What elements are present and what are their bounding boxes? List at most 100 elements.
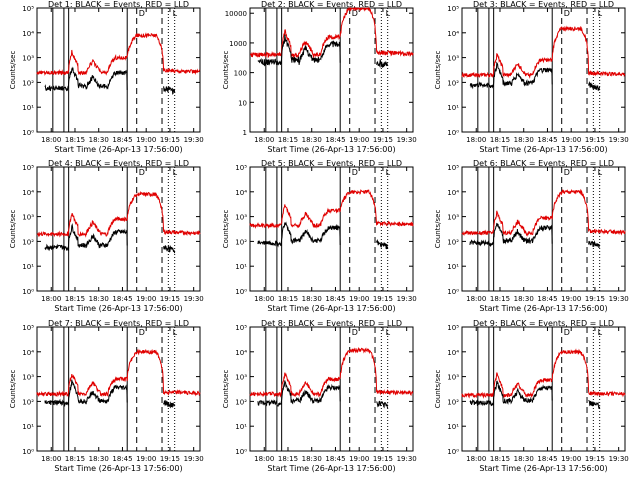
y-tick-label: 10⁴	[447, 349, 459, 357]
marker-label-l: L	[173, 328, 178, 337]
series-events-line-postflare	[163, 86, 176, 95]
x-tick-label: 19:15	[160, 295, 180, 303]
x-tick-label: 19:30	[184, 295, 204, 303]
series-events-line-postflare	[376, 238, 389, 250]
y-tick-label: 10¹	[22, 423, 34, 431]
x-tick-label: 18:00	[254, 136, 274, 144]
x-tick-label: 18:00	[41, 136, 61, 144]
panel-title: Det 7: BLACK = Events, RED = LLD	[48, 319, 189, 328]
marker-label-l: L	[386, 328, 391, 337]
marker-label-l: L	[386, 168, 391, 177]
x-tick-label: 19:30	[609, 455, 629, 463]
y-axis-label: Counts/sec	[9, 370, 17, 409]
panel-title: Det 4: BLACK = Events, RED = LLD	[48, 159, 189, 168]
marker-label-l: L	[598, 9, 603, 18]
detector-panel-8: Det 8: BLACK = Events, RED = LLD Start Ti…	[222, 319, 417, 473]
y-tick-label: 10¹	[447, 104, 459, 112]
y-tick-label: 10⁵	[235, 324, 247, 332]
x-tick-label: 19:15	[160, 455, 180, 463]
x-tick-label: 19:00	[561, 136, 581, 144]
series-events-line	[469, 61, 553, 90]
x-tick-label: 18:15	[278, 455, 298, 463]
y-tick-label: 10²	[22, 238, 34, 246]
x-axis-label: Start Time (26-Apr-13 17:56:00)	[54, 145, 182, 154]
y-tick-label: 10²	[22, 398, 34, 406]
y-tick-label: 10³	[235, 374, 247, 382]
series-lld-line	[461, 188, 626, 237]
marker-label-l: L	[598, 328, 603, 337]
x-tick-label: 18:45	[325, 136, 345, 144]
panel-title: Det 3: BLACK = Events, RED = LLD	[473, 0, 614, 9]
marker-label-d: D	[352, 168, 358, 177]
x-tick-label: 19:30	[397, 455, 417, 463]
y-tick-label: 1	[243, 129, 247, 137]
series-events-line	[257, 34, 341, 67]
x-tick-label: 19:30	[184, 136, 204, 144]
panel-frame	[36, 166, 201, 292]
series-events-line-postflare	[163, 399, 176, 409]
series-lld-line	[461, 348, 626, 399]
x-tick-label: 18:30	[89, 136, 109, 144]
series-lld-line	[461, 25, 626, 79]
y-tick-label: 10⁰	[235, 288, 247, 296]
y-tick-label: 10³	[22, 55, 34, 63]
x-tick-label: 19:30	[397, 136, 417, 144]
x-tick-label: 18:30	[514, 295, 534, 303]
y-tick-label: 10⁴	[235, 349, 247, 357]
x-tick-label: 19:00	[136, 295, 156, 303]
x-tick-label: 18:30	[302, 295, 322, 303]
series-events-line	[44, 223, 128, 252]
marker-label-l: L	[173, 9, 178, 18]
x-tick-label: 18:45	[325, 295, 345, 303]
panel-title: Det 5: BLACK = Events, RED = LLD	[261, 159, 402, 168]
panel-title: Det 2: BLACK = Events, RED = LLD	[261, 0, 402, 9]
x-tick-label: 18:15	[490, 455, 510, 463]
y-tick-label: 10¹	[235, 263, 247, 271]
series-lld-line	[249, 346, 414, 398]
marker-label-d: D	[564, 9, 570, 18]
y-tick-label: 10⁵	[22, 324, 34, 332]
y-tick-label: 10³	[22, 214, 34, 222]
x-tick-label: 18:00	[254, 455, 274, 463]
y-tick-label: 10⁵	[447, 5, 459, 13]
x-axis-label: Start Time (26-Apr-13 17:56:00)	[267, 464, 395, 473]
series-events-line-postflare	[588, 399, 601, 410]
x-tick-label: 18:45	[325, 455, 345, 463]
series-events-line	[257, 380, 341, 407]
x-tick-label: 18:15	[65, 295, 85, 303]
series-lld-line	[36, 32, 201, 77]
x-tick-label: 18:30	[89, 455, 109, 463]
y-tick-label: 10⁴	[22, 189, 34, 197]
series-lld-line	[250, 6, 414, 60]
x-axis-label: Start Time (26-Apr-13 17:56:00)	[54, 304, 182, 313]
x-tick-label: 18:45	[112, 455, 132, 463]
y-tick-label: 10¹	[235, 423, 247, 431]
y-tick-label: 1000	[229, 40, 247, 48]
panel-frame	[461, 166, 626, 292]
y-tick-label: 10⁴	[22, 349, 34, 357]
marker-label-d: D	[139, 328, 145, 337]
series-events-line	[469, 222, 553, 247]
x-tick-label: 19:15	[373, 136, 393, 144]
x-tick-label: 18:15	[278, 295, 298, 303]
series-events-line-postflare	[163, 244, 176, 254]
y-tick-label: 10¹	[447, 263, 459, 271]
x-tick-label: 18:15	[490, 295, 510, 303]
y-tick-label: 10000	[225, 10, 247, 18]
x-tick-label: 18:45	[537, 455, 557, 463]
x-tick-label: 18:30	[514, 136, 534, 144]
x-tick-label: 18:00	[254, 295, 274, 303]
y-axis-label: Counts/sec	[434, 51, 442, 90]
x-tick-label: 18:15	[65, 455, 85, 463]
marker-label-l: L	[598, 168, 603, 177]
x-axis-label: Start Time (26-Apr-13 17:56:00)	[479, 304, 607, 313]
y-tick-label: 10	[238, 99, 247, 107]
y-axis-label: Counts/sec	[222, 370, 230, 409]
y-tick-label: 10²	[447, 398, 459, 406]
y-axis-label: Counts/sec	[222, 210, 230, 249]
series-events-line	[44, 66, 128, 92]
x-axis-label: Start Time (26-Apr-13 17:56:00)	[479, 145, 607, 154]
y-tick-label: 10³	[22, 374, 34, 382]
x-tick-label: 18:30	[302, 136, 322, 144]
